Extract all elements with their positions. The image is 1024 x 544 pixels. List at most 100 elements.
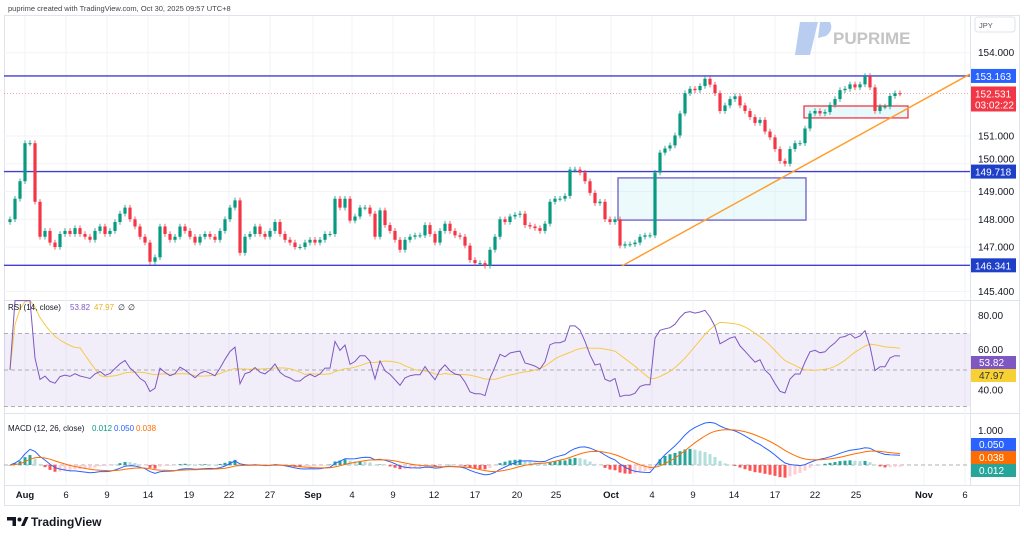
time-tick: 25: [851, 490, 862, 501]
candle-body: [148, 242, 152, 262]
macd-hist-value: 0.012: [92, 424, 113, 433]
candle-body: [843, 88, 847, 91]
candle: [703, 76, 707, 89]
macd-histogram-bar: [718, 460, 722, 465]
macd-legend[interactable]: MACD (12, 26, close) 0.012 0.050 0.038: [8, 424, 157, 433]
rsi-ma-value: 47.97: [94, 303, 115, 312]
level-tag: [971, 68, 1016, 83]
macd-histogram-bar: [463, 465, 467, 467]
candle-body: [743, 105, 747, 111]
candle: [548, 198, 552, 227]
time-tick: 22: [810, 490, 821, 501]
time-tick: 25: [551, 490, 562, 501]
candle: [408, 233, 412, 243]
candle: [203, 231, 207, 240]
candle: [123, 204, 127, 217]
candle: [288, 237, 292, 246]
candle-body: [823, 112, 827, 114]
candle-body: [298, 247, 302, 249]
candle-body: [308, 239, 312, 243]
candle: [163, 223, 167, 237]
macd-histogram-bar: [158, 465, 162, 467]
candle: [598, 198, 602, 206]
macd-histogram-bar: [378, 464, 382, 465]
rsi-pane[interactable]: [4, 300, 970, 407]
macd-histogram-bar: [328, 464, 332, 465]
macd-histogram-bar: [108, 465, 112, 466]
candle-body: [528, 225, 532, 227]
candle-body: [313, 239, 317, 243]
macd-title: MACD (12, 26, close): [8, 424, 85, 433]
rsi-legend[interactable]: RSI (14, close) 53.82 47.97 ∅ ∅: [8, 303, 135, 312]
candle: [293, 239, 297, 250]
candle: [608, 216, 612, 225]
macd-pane[interactable]: [4, 421, 970, 478]
candle: [743, 102, 747, 114]
macd-histogram-bar: [68, 465, 72, 471]
macd-histogram-bar: [298, 465, 302, 468]
tradingview-logo[interactable]: TradingView: [7, 515, 102, 529]
candle: [118, 210, 122, 225]
currency-button[interactable]: [974, 16, 1016, 33]
candle-body: [343, 198, 347, 208]
macd-histogram-bar: [113, 464, 117, 465]
candle: [208, 231, 212, 240]
price-pane[interactable]: [4, 73, 971, 269]
macd-signal-line: [9, 429, 901, 473]
candle-body: [253, 226, 257, 234]
candle-body: [858, 84, 862, 88]
price-tick: 151.000: [978, 131, 1015, 142]
macd-histogram-bar: [358, 461, 362, 465]
tradingview-logo-icon: [7, 517, 16, 526]
macd-histogram-bar: [323, 465, 327, 466]
price-axis[interactable]: JPY 154.000 151.000 150.000 149.000 148.000 1…: [971, 16, 1016, 477]
candle: [168, 231, 172, 243]
candle: [338, 195, 342, 211]
macd-histogram-bar: [393, 465, 397, 468]
time-tick: 20: [512, 490, 523, 501]
time-tick: Oct: [603, 490, 620, 501]
candle-body: [758, 119, 762, 123]
macd-value-tag: [971, 464, 1016, 477]
candle-body: [578, 169, 582, 173]
macd-histogram-bar: [53, 465, 57, 472]
candle-body: [523, 213, 527, 226]
macd-histogram-bar: [703, 452, 707, 465]
macd-histogram-bar: [693, 449, 697, 465]
macd-histogram-bar: [28, 455, 32, 465]
macd-histogram-bar: [793, 465, 797, 475]
candle-body: [338, 198, 342, 208]
trendline[interactable]: [621, 73, 971, 267]
candle-body: [113, 222, 117, 231]
candle-body: [213, 236, 217, 240]
candle-body: [78, 228, 82, 234]
macd-histogram-bar: [473, 465, 477, 469]
candle-body: [593, 192, 597, 204]
candle-body: [138, 226, 142, 237]
macd-histogram-bar: [673, 452, 677, 465]
candle: [848, 81, 852, 92]
candle-body: [368, 207, 372, 214]
candle-body: [663, 148, 667, 153]
candle-body: [778, 149, 782, 161]
candle: [733, 93, 737, 102]
macd-histogram-bar: [58, 465, 62, 472]
candle: [318, 237, 322, 246]
candle: [798, 140, 802, 146]
candle-body: [448, 223, 452, 231]
candle-body: [293, 242, 297, 248]
candle-body: [328, 233, 332, 235]
candle-body: [273, 222, 277, 231]
candle: [833, 96, 837, 108]
time-axis[interactable]: Aug 6 9 14 19 22 27 Sep 4 9 12 17 20 25 Oct 4 9 14 17 22 25 N…: [16, 490, 968, 501]
candle-body: [63, 230, 67, 234]
candle: [283, 231, 287, 243]
macd-histogram-bar: [763, 465, 767, 474]
macd-histogram-bar: [663, 456, 667, 465]
candle-body: [43, 230, 47, 237]
candle-body: [608, 219, 612, 223]
candle-body: [708, 78, 712, 85]
candle-body: [613, 219, 617, 223]
macd-histogram-bar: [503, 461, 507, 465]
candle-body: [83, 233, 87, 237]
